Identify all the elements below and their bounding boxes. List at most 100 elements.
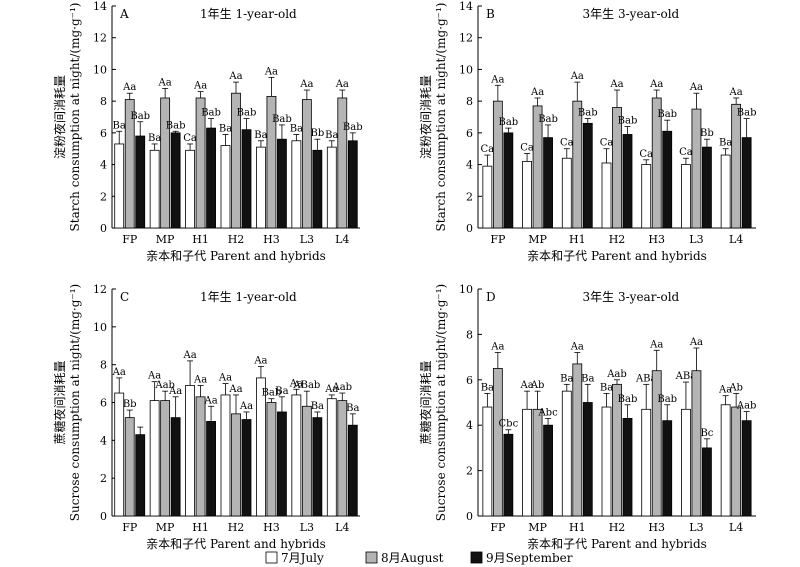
bar	[135, 434, 146, 517]
significance-label: Bab	[130, 111, 150, 122]
x-tick-label: H1	[192, 521, 209, 534]
x-tick-label: MP	[528, 233, 547, 246]
significance-label: Aab	[736, 401, 757, 412]
x-axis-label: 亲本和子代 Parent and hybrids	[527, 537, 707, 551]
significance-label: Bab	[272, 114, 292, 125]
y-tick-label: 12	[93, 283, 107, 296]
bar	[185, 149, 195, 229]
bar	[482, 165, 493, 229]
y-tick-label: 8	[100, 95, 107, 108]
significance-label: Aa	[689, 337, 703, 348]
x-tick-label: H2	[228, 521, 245, 534]
significance-label: Aa	[264, 66, 278, 77]
bar	[582, 122, 593, 229]
bar	[532, 408, 543, 517]
significance-label: Aa	[570, 71, 584, 82]
significance-label: Ba	[346, 403, 359, 414]
significance-label: Ba	[325, 130, 338, 141]
significance-label: Aa	[570, 342, 584, 353]
bar	[691, 370, 702, 517]
significance-label: Ca	[520, 142, 534, 153]
bar	[277, 411, 287, 517]
significance-label: Bab	[166, 120, 186, 131]
x-tick-label: L3	[689, 233, 703, 246]
bar	[681, 408, 691, 517]
y-tick-label: 0	[466, 222, 473, 235]
significance-label: Ab	[530, 380, 545, 391]
bar	[347, 140, 358, 229]
bar	[651, 370, 662, 517]
y-axis-label-en: Starch consumption at night/(mg·g⁻¹)	[434, 3, 448, 232]
y-tick-label: 0	[100, 222, 107, 235]
bar	[741, 137, 752, 229]
x-tick-label: H3	[263, 521, 280, 534]
bar	[149, 149, 160, 229]
significance-label: Ba	[481, 382, 494, 393]
bar	[641, 164, 652, 229]
significance-label: Ba	[275, 386, 288, 397]
y-tick-label: 0	[100, 510, 107, 523]
bar	[114, 143, 125, 229]
y-tick-label: 0	[466, 510, 473, 523]
bar	[185, 385, 195, 517]
y-tick-label: 6	[466, 127, 473, 140]
x-tick-label: MP	[156, 521, 175, 534]
significance-label: Aa	[168, 386, 182, 397]
significance-label: Ba	[581, 373, 594, 384]
chart-panel-a: 0 2 4 6 8 10 12 14 FP Ba Aa Bab MP Ba Aa Bab H1 Ca Aa Bab H2…	[52, 0, 363, 263]
significance-label: Aa	[335, 79, 349, 90]
significance-label: Bab	[737, 108, 757, 119]
y-tick-label: 14	[459, 0, 473, 13]
y-tick-label: 8	[100, 359, 107, 372]
legend: 7月July 8月August 9月September	[265, 551, 573, 565]
significance-label: ABab	[292, 380, 320, 391]
significance-label: Ba	[311, 401, 324, 412]
significance-label: Aa	[228, 71, 242, 82]
bar	[720, 154, 731, 229]
x-tick-label: FP	[122, 521, 138, 534]
significance-label: Bab	[237, 108, 257, 119]
x-tick-label: MP	[528, 521, 547, 534]
bar	[522, 160, 532, 229]
bar	[601, 162, 612, 229]
significance-label: Ab	[728, 382, 743, 393]
bar	[124, 417, 135, 517]
significance-label: Ba	[290, 123, 303, 134]
significance-label: Aab	[331, 382, 352, 393]
significance-label: Aa	[299, 79, 313, 90]
significance-label: Bab	[578, 108, 598, 119]
x-tick-label: H2	[228, 233, 245, 246]
x-tick-label: L4	[729, 521, 743, 534]
y-axis-label-en: Starch consumption at night/(mg·g⁻¹)	[68, 3, 82, 232]
significance-label: Aab	[606, 369, 627, 380]
x-tick-label: H1	[569, 233, 586, 246]
bar	[220, 145, 231, 229]
significance-label: Bab	[201, 108, 221, 119]
significance-label: Ba	[560, 373, 573, 384]
x-tick-label: MP	[156, 233, 175, 246]
significance-label: Aa	[193, 81, 207, 92]
bar	[601, 406, 612, 517]
significance-label: Aa	[490, 74, 504, 85]
bar	[312, 149, 323, 229]
y-tick-label: 4	[100, 159, 107, 172]
bar	[170, 132, 181, 229]
bar	[681, 164, 691, 229]
y-tick-label: 8	[466, 95, 473, 108]
bar	[231, 413, 241, 517]
significance-label: Ca	[639, 149, 653, 160]
y-tick-label: 6	[100, 127, 107, 140]
bar	[266, 402, 277, 517]
bar	[114, 392, 125, 517]
significance-label: Aa	[193, 374, 207, 385]
significance-label: Aa	[530, 87, 544, 98]
x-tick-label: H1	[192, 233, 209, 246]
significance-label: Ba	[148, 133, 161, 144]
y-tick-label: 2	[466, 190, 473, 203]
significance-label: Bb	[310, 128, 324, 139]
bar	[543, 424, 553, 517]
significance-label: Aa	[609, 79, 623, 90]
x-tick-label: H2	[609, 233, 626, 246]
significance-label: Bab	[538, 114, 558, 125]
bar	[206, 421, 216, 517]
